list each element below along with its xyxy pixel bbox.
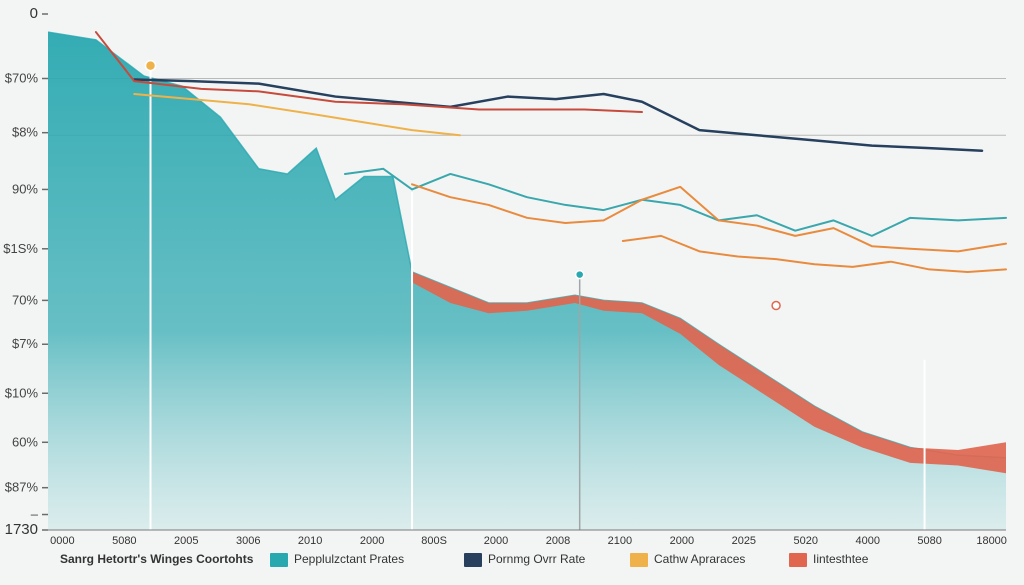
xtick-label-3: 3006 <box>236 535 260 547</box>
ytick-label-3: 90% <box>12 181 38 196</box>
legend-swatch-0 <box>270 553 288 567</box>
xtick-label-15: 18000 <box>976 535 1007 547</box>
marker-2 <box>772 302 780 310</box>
ytick-label-1: $70% <box>5 71 39 86</box>
legend-swatch-3 <box>789 553 807 567</box>
xtick-label-13: 4000 <box>855 535 879 547</box>
ytick-label-9: $87% <box>5 480 39 495</box>
xtick-label-9: 2100 <box>608 535 632 547</box>
xtick-label-10: 2000 <box>670 535 694 547</box>
legend-title: Sanrg Hetortr's Winges Coortohts <box>60 552 254 566</box>
xtick-label-5: 2000 <box>360 535 384 547</box>
ytick-label-4: $1S% <box>3 241 38 256</box>
xtick-label-8: 2008 <box>546 535 570 547</box>
ytick-label-7: $10% <box>5 385 39 400</box>
xtick-label-4: 2010 <box>298 535 322 547</box>
xtick-label-11: 2025 <box>732 535 756 547</box>
ytick-label-11: 1730 <box>5 521 38 538</box>
legend-swatch-1 <box>464 553 482 567</box>
ytick-label-6: $7% <box>12 336 38 351</box>
xtick-label-7: 2000 <box>484 535 508 547</box>
xtick-label-0: 0000 <box>50 535 74 547</box>
ytick-label-5: 70% <box>12 292 38 307</box>
legend-label-2: Cathw Apraraces <box>654 552 745 566</box>
marker-1 <box>576 271 584 279</box>
legend-label-3: Iintesthtee <box>813 552 869 566</box>
legend-label-0: Pepplulzctant Prates <box>294 552 404 566</box>
xtick-label-6: 800S <box>421 535 447 547</box>
ytick-label-8: 60% <box>12 434 38 449</box>
xtick-label-12: 5020 <box>794 535 818 547</box>
xtick-label-2: 2005 <box>174 535 198 547</box>
marker-0 <box>146 61 156 71</box>
xtick-label-14: 5080 <box>917 535 941 547</box>
ytick-label-2: $8% <box>12 125 38 140</box>
xtick-label-1: 5080 <box>112 535 136 547</box>
ytick-label-0: 0 <box>30 5 38 22</box>
legend-label-1: Pornmg Ovrr Rate <box>488 552 586 566</box>
legend-swatch-2 <box>630 553 648 567</box>
chart-svg: 0 $70% $8% 90% $1S% 70% $7% $10% 60% $87% –1730 000… <box>0 0 1024 585</box>
ytick-label-10: – <box>31 507 39 522</box>
